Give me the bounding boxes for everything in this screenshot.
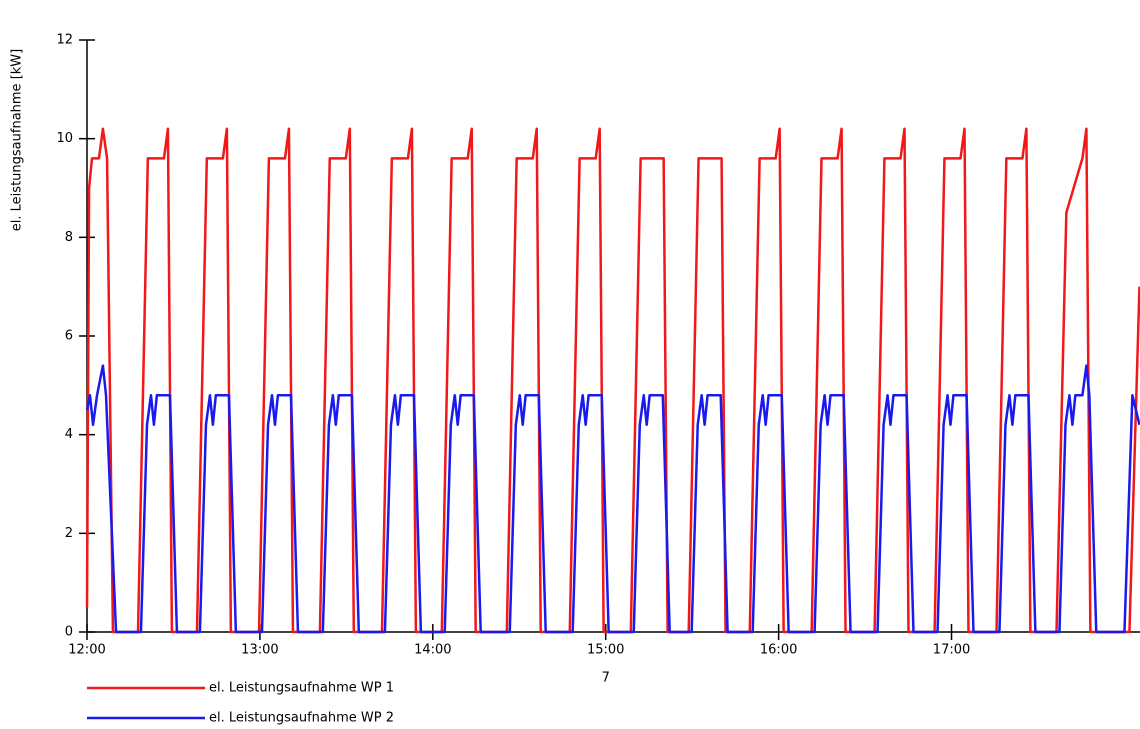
y-axis-label: el. Leistungsaufnahme [kW]: [10, 49, 25, 231]
y-tick-label: 6: [65, 329, 73, 344]
y-tick-label: 10: [56, 131, 73, 146]
y-tick-label: 4: [65, 427, 73, 442]
x-annotation: 7: [602, 671, 610, 686]
x-tick-label: 14:00: [414, 643, 451, 658]
y-tick-label: 12: [56, 33, 73, 48]
x-tick-label: 12:00: [68, 643, 105, 658]
x-tick-label: 17:00: [933, 643, 970, 658]
series-line: [85, 364, 1140, 634]
x-tick-label: 13:00: [241, 643, 278, 658]
legend-label: el. Leistungsaufnahme WP 1: [209, 681, 394, 696]
legend-label: el. Leistungsaufnahme WP 2: [209, 711, 394, 726]
x-tick-label: 15:00: [587, 643, 624, 658]
y-tick-label: 2: [65, 526, 73, 541]
x-tick-label: 16:00: [760, 643, 797, 658]
y-tick-label: 0: [65, 625, 73, 640]
y-tick-label: 8: [65, 230, 73, 245]
series-line: [85, 127, 1140, 634]
